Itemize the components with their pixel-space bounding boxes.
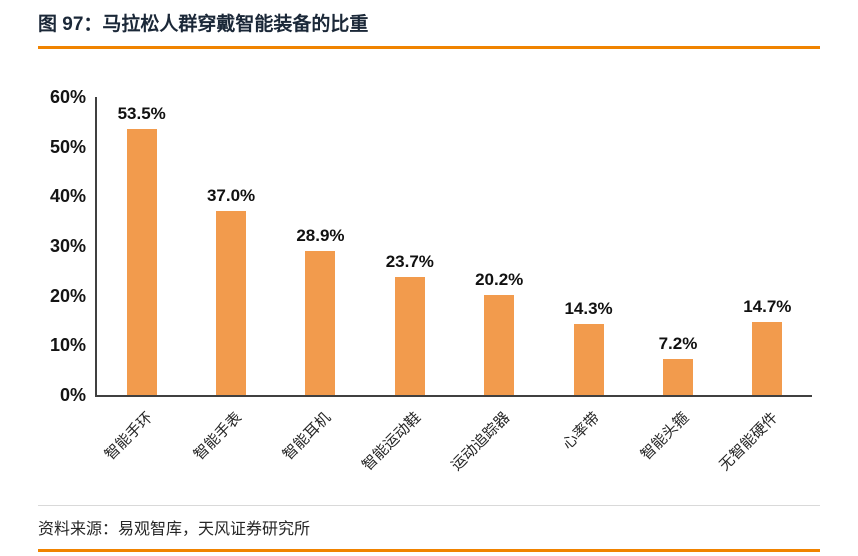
y-axis: 0% 10% 20% 30% 40% 50% 60% <box>28 87 86 405</box>
x-category-label: 智能头箍 <box>637 409 693 464</box>
bar <box>126 129 157 395</box>
bar <box>662 359 693 395</box>
bar-value-label: 37.0% <box>206 186 256 206</box>
source-text: 资料来源：易观智库，天风证券研究所 <box>38 521 311 538</box>
bar <box>394 277 425 395</box>
bar <box>305 251 336 395</box>
x-category-label: 运动追踪器 <box>448 409 514 475</box>
figure-title: 图 97：马拉松人群穿戴智能装备的比重 <box>38 14 369 35</box>
bar-value-label: 20.2% <box>475 269 524 289</box>
bar-slot: 20.2% 运动追踪器 <box>448 97 544 474</box>
x-category-label: 智能耳机 <box>280 409 335 464</box>
bar-value-label: 14.3% <box>564 298 613 318</box>
x-category-label: 智能手环 <box>101 409 156 464</box>
x-category-label: 智能运动鞋 <box>358 409 424 475</box>
bar <box>216 211 247 395</box>
figure-header: 图 97：马拉松人群穿戴智能装备的比重 <box>38 12 820 49</box>
x-category-label: 心率带 <box>558 409 603 453</box>
bar-value-label: 28.9% <box>296 226 345 246</box>
bar-value-label: 23.7% <box>385 252 434 272</box>
bar-slot: 14.3% 心率带 <box>544 97 633 453</box>
bar-slot: 14.7% 无智能硬件 <box>716 97 812 474</box>
bars: 53.5% 智能手环 37.0% 智能手表 28.9% 智能耳机 23.7% 智能运动鞋 20.… <box>97 97 812 474</box>
y-tick-label: 10% <box>49 335 86 356</box>
y-tick-label: 30% <box>49 236 86 256</box>
y-tick-label: 0% <box>59 385 86 405</box>
y-tick-label: 60% <box>49 87 86 107</box>
bar-slot: 28.9% 智能耳机 <box>276 97 365 463</box>
bar <box>573 323 604 395</box>
y-tick-label: 20% <box>49 285 86 306</box>
bar <box>484 294 515 395</box>
bar-value-label: 53.5% <box>117 104 166 124</box>
bar-value-label: 14.7% <box>743 297 792 316</box>
y-tick-label: 50% <box>49 136 86 157</box>
x-category-label: 智能手表 <box>190 409 246 464</box>
figure-footer: 资料来源：易观智库，天风证券研究所 <box>38 505 820 552</box>
y-tick-label: 40% <box>49 186 86 207</box>
plot-area: 53.5% 智能手环 37.0% 智能手表 28.9% 智能耳机 23.7% 智能运动鞋 20.… <box>95 97 812 474</box>
x-category-label: 无智能硬件 <box>716 409 782 475</box>
bar-slot: 53.5% 智能手环 <box>97 97 186 463</box>
bar-value-label: 7.2% <box>658 334 698 354</box>
bar-slot: 23.7% 智能运动鞋 <box>359 97 454 474</box>
bar-slot: 37.0% 智能手表 <box>186 97 275 463</box>
header-accent-rule <box>38 46 820 49</box>
bar <box>752 322 783 395</box>
bar-slot: 7.2% 智能头箍 <box>633 97 722 463</box>
